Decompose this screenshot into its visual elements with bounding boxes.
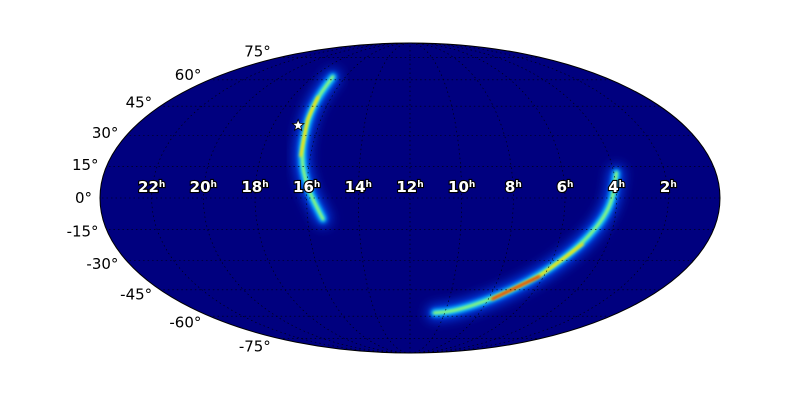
- star-marker: [291, 118, 305, 132]
- dec-tick-label: 45°: [126, 94, 153, 112]
- grid-meridian: [409, 43, 617, 353]
- probability-heatmap: [295, 69, 624, 320]
- dec-tick-label: -60°: [169, 314, 201, 332]
- star-icon: [291, 118, 305, 132]
- dec-tick-label: -75°: [239, 337, 271, 355]
- grid-meridian: [203, 43, 411, 353]
- ra-tick-labels: 22h 20h 18h 16h 14h 12h 10h 8h 6h 4h 2h: [137, 177, 678, 197]
- ra-tick-label: 12h: [396, 178, 423, 196]
- ra-tick-label: 18h: [241, 178, 268, 196]
- dec-tick-label: 75°: [244, 43, 271, 61]
- dec-tick-labels: 75° 60° 45° 30° 15° 0° -15° -30°-45° -60° -75°: [67, 43, 271, 356]
- grid-meridian: [358, 43, 411, 353]
- ra-tick-label: 4h: [608, 178, 625, 196]
- dec-tick-label: 60°: [175, 66, 202, 84]
- dec-tick-label: -15°: [67, 222, 99, 240]
- sky-background: [100, 43, 720, 353]
- probability-core: [299, 95, 320, 158]
- grid-meridian: [151, 43, 411, 353]
- dec-tick-label: -45°: [120, 286, 152, 304]
- ra-tick-label: 16h: [293, 178, 320, 196]
- dec-tick-label: 15°: [72, 156, 99, 174]
- dec-tick-label: 0°: [75, 189, 92, 207]
- ra-tick-label: 6h: [557, 178, 574, 196]
- ra-tick-label: 22h: [138, 178, 165, 196]
- grid-meridian: [409, 43, 669, 353]
- grid-meridian: [409, 43, 462, 353]
- ra-tick-label: 2h: [660, 178, 677, 196]
- dec-tick-label: 30°: [92, 124, 119, 142]
- ra-tick-label: 8h: [505, 178, 522, 196]
- grid-meridian: [409, 43, 566, 353]
- grid-meridian: [254, 43, 411, 353]
- probability-peak: [491, 275, 541, 300]
- ra-tick-label: 10h: [448, 178, 475, 196]
- sky-boundary: [99, 42, 721, 354]
- ra-tick-label: 20h: [190, 178, 217, 196]
- ra-tick-label: 14h: [345, 178, 372, 196]
- dec-tick-label: -30°: [86, 255, 118, 273]
